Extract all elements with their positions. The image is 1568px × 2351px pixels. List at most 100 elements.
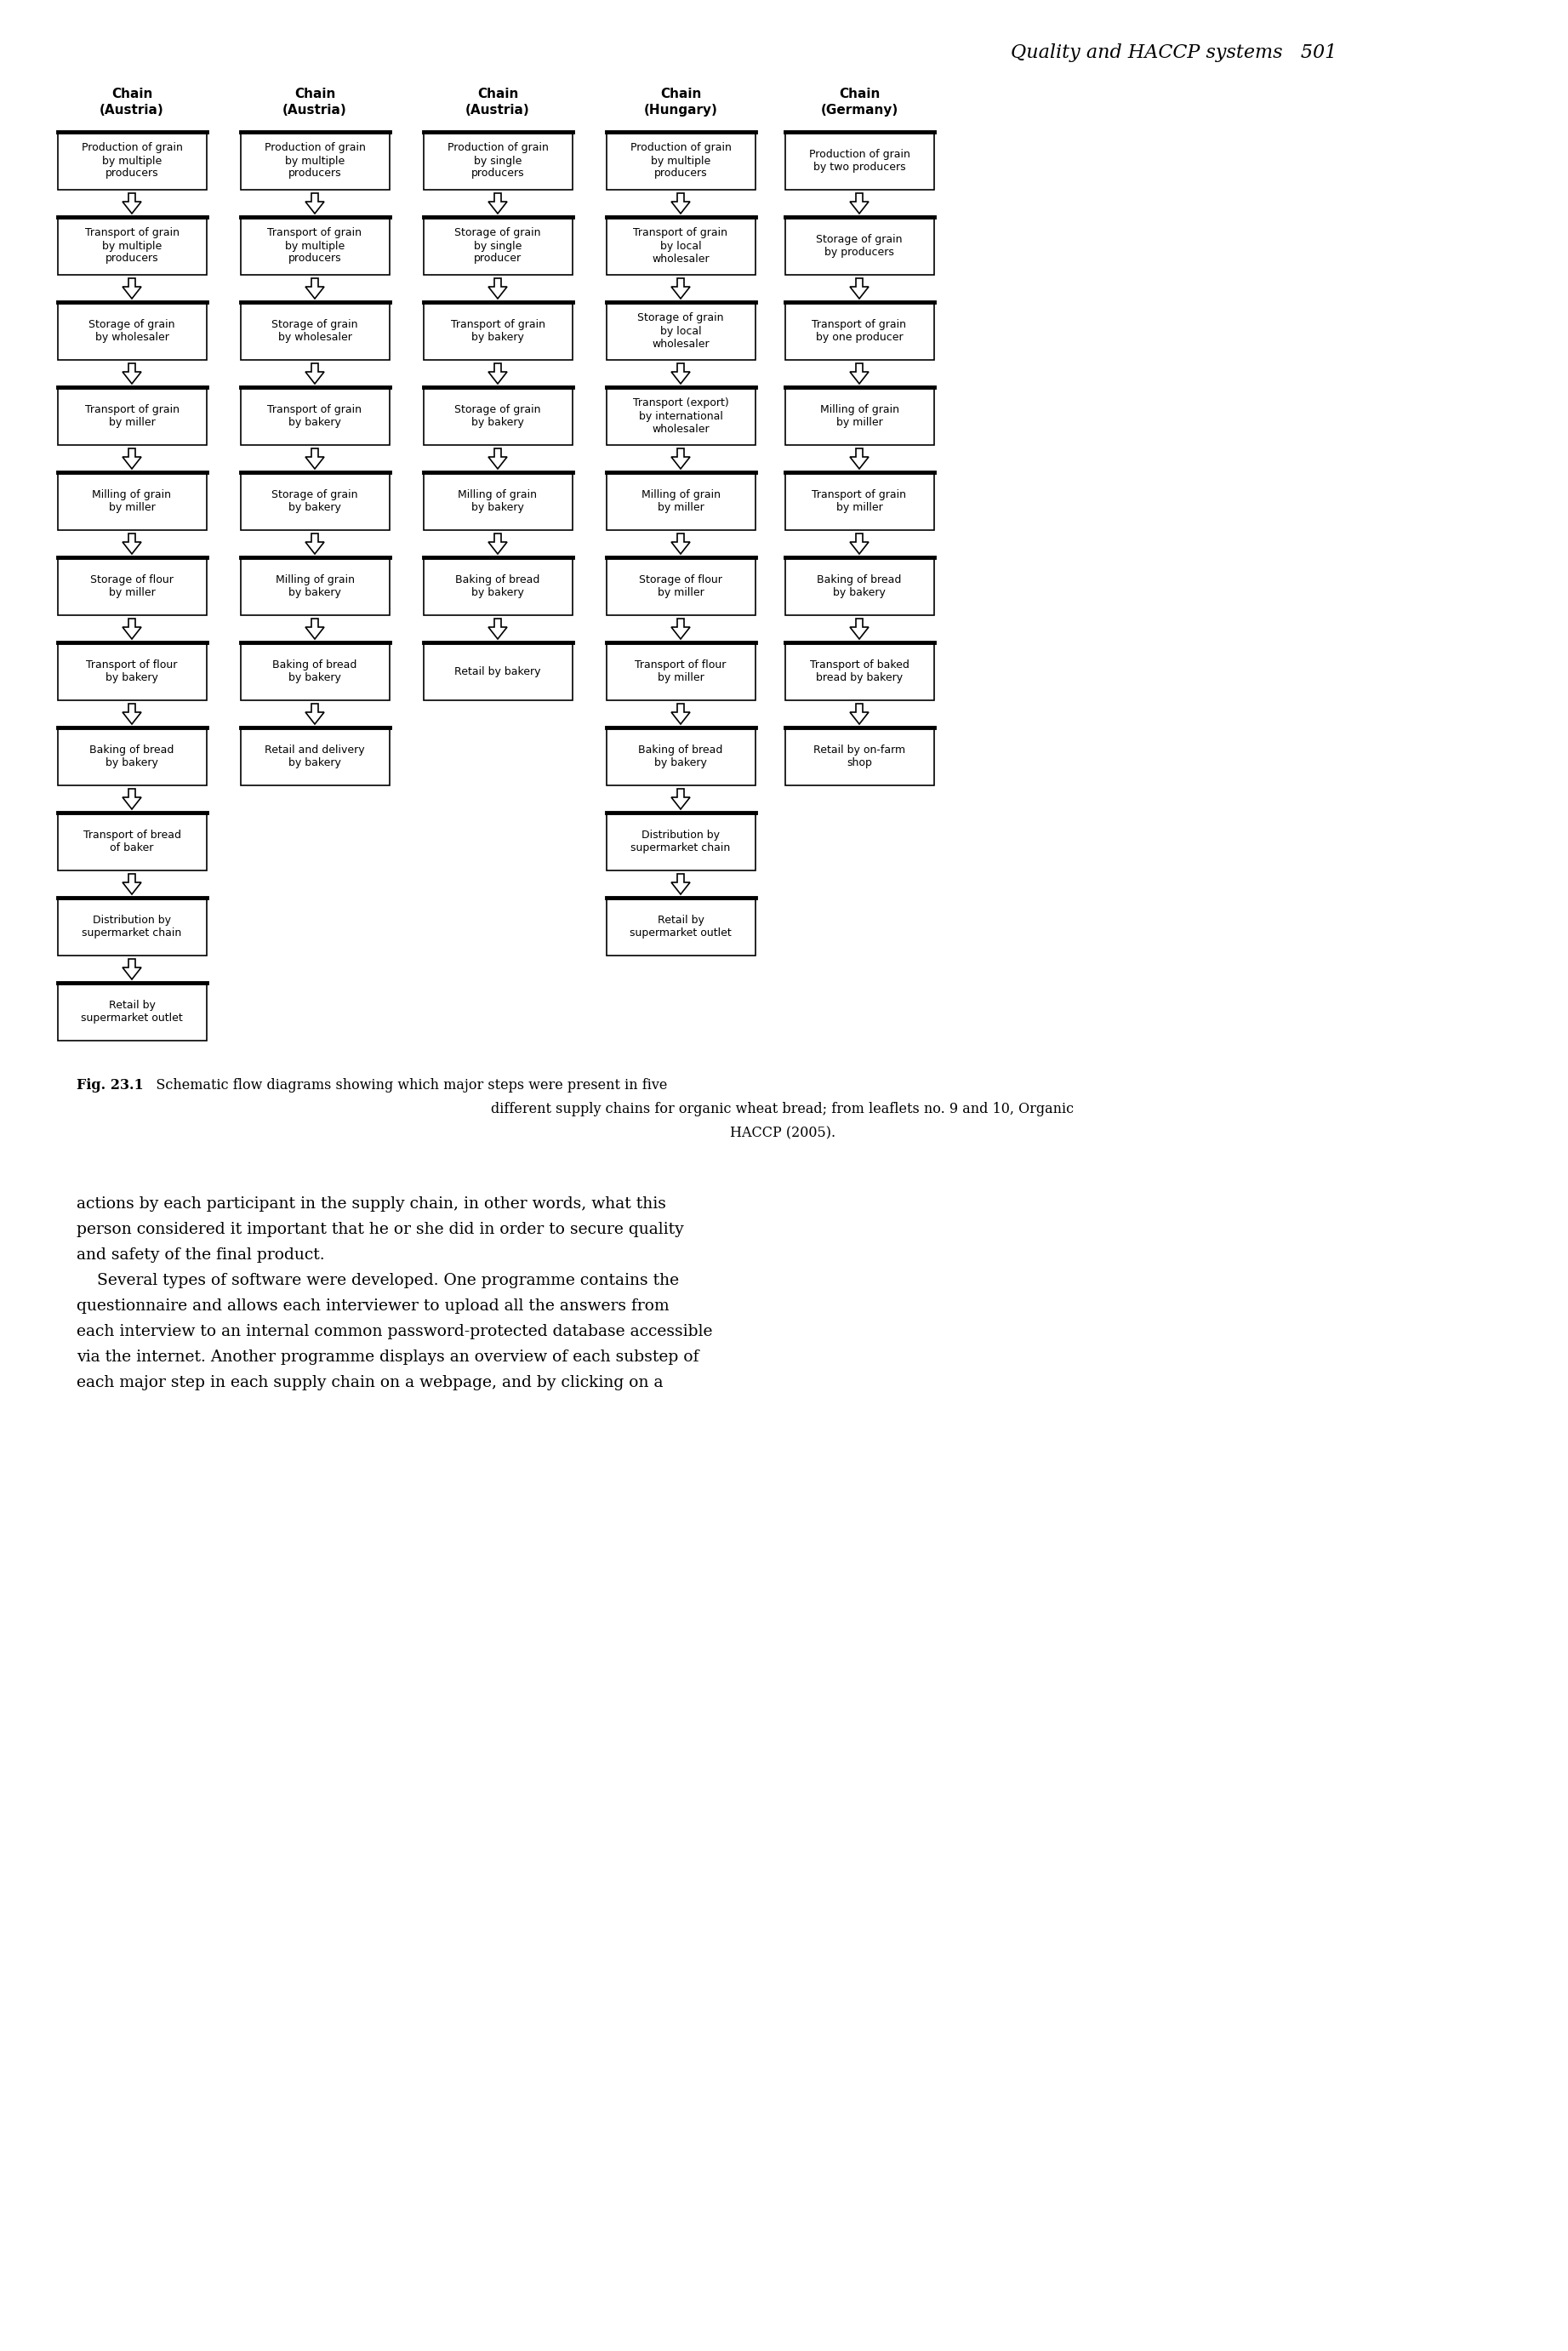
Text: Production of grain
by two producers: Production of grain by two producers (809, 148, 909, 172)
Polygon shape (122, 364, 141, 383)
Polygon shape (671, 364, 690, 383)
Polygon shape (488, 277, 506, 299)
Text: Chain
(Austria): Chain (Austria) (100, 87, 165, 118)
Polygon shape (122, 277, 141, 299)
Bar (607, 216, 756, 275)
Polygon shape (850, 364, 869, 383)
Text: Storage of flour
by miller: Storage of flour by miller (640, 574, 723, 597)
Polygon shape (850, 193, 869, 214)
Text: Chain
(Austria): Chain (Austria) (282, 87, 347, 118)
Bar (607, 726, 756, 785)
Polygon shape (488, 618, 506, 639)
Text: Retail by bakery: Retail by bakery (455, 665, 541, 677)
Bar (607, 557, 756, 616)
Polygon shape (306, 618, 325, 639)
Bar (786, 388, 935, 444)
Bar (58, 813, 207, 870)
Text: Transport (export)
by international
wholesaler: Transport (export) by international whol… (632, 397, 729, 435)
Polygon shape (122, 703, 141, 724)
Text: Milling of grain
by bakery: Milling of grain by bakery (276, 574, 354, 597)
Bar (786, 473, 935, 529)
Polygon shape (488, 193, 506, 214)
Bar (786, 132, 935, 190)
Text: Milling of grain
by bakery: Milling of grain by bakery (458, 489, 538, 513)
Text: and safety of the final product.: and safety of the final product. (77, 1248, 325, 1262)
Bar (423, 388, 572, 444)
Bar (423, 132, 572, 190)
Text: Retail by
supermarket outlet: Retail by supermarket outlet (82, 999, 183, 1023)
Bar (58, 557, 207, 616)
Polygon shape (122, 449, 141, 468)
Text: Transport of grain
by multiple
producers: Transport of grain by multiple producers (268, 228, 362, 263)
Text: Transport of grain
by one producer: Transport of grain by one producer (812, 320, 906, 343)
Bar (241, 473, 390, 529)
Bar (607, 898, 756, 955)
Text: person considered it important that he or she did in order to secure quality: person considered it important that he o… (77, 1223, 684, 1237)
Bar (241, 642, 390, 701)
Bar (786, 642, 935, 701)
Polygon shape (122, 875, 141, 893)
Text: Milling of grain
by miller: Milling of grain by miller (820, 404, 898, 428)
Text: Storage of grain
by wholesaler: Storage of grain by wholesaler (271, 320, 358, 343)
Text: Production of grain
by multiple
producers: Production of grain by multiple producer… (265, 143, 365, 179)
Polygon shape (306, 193, 325, 214)
Bar (423, 642, 572, 701)
Bar (58, 132, 207, 190)
Text: Production of grain
by multiple
producers: Production of grain by multiple producer… (630, 143, 731, 179)
Bar (241, 388, 390, 444)
Text: Storage of grain
by producers: Storage of grain by producers (815, 235, 903, 259)
Text: questionnaire and allows each interviewer to upload all the answers from: questionnaire and allows each interviewe… (77, 1298, 670, 1314)
Text: Transport of grain
by bakery: Transport of grain by bakery (450, 320, 546, 343)
Polygon shape (306, 277, 325, 299)
Polygon shape (306, 534, 325, 555)
Text: Quality and HACCP systems   501: Quality and HACCP systems 501 (1011, 42, 1338, 61)
Polygon shape (671, 875, 690, 893)
Text: Baking of bread
by bakery: Baking of bread by bakery (817, 574, 902, 597)
Text: Retail by on-farm
shop: Retail by on-farm shop (814, 745, 905, 769)
Polygon shape (671, 534, 690, 555)
Polygon shape (122, 959, 141, 980)
Polygon shape (488, 449, 506, 468)
Text: Transport of grain
by multiple
producers: Transport of grain by multiple producers (85, 228, 179, 263)
Polygon shape (671, 618, 690, 639)
Text: Baking of bread
by bakery: Baking of bread by bakery (455, 574, 539, 597)
Bar (786, 726, 935, 785)
Bar (423, 557, 572, 616)
Text: Production of grain
by multiple
producers: Production of grain by multiple producer… (82, 143, 182, 179)
Bar (607, 388, 756, 444)
Bar (241, 726, 390, 785)
Text: Distribution by
supermarket chain: Distribution by supermarket chain (630, 830, 731, 853)
Polygon shape (122, 790, 141, 809)
Text: actions by each participant in the supply chain, in other words, what this: actions by each participant in the suppl… (77, 1197, 666, 1211)
Polygon shape (850, 703, 869, 724)
Bar (423, 216, 572, 275)
Text: Storage of flour
by miller: Storage of flour by miller (91, 574, 174, 597)
Polygon shape (306, 449, 325, 468)
Bar (423, 473, 572, 529)
Polygon shape (122, 193, 141, 214)
Bar (423, 301, 572, 360)
Bar (241, 301, 390, 360)
Bar (241, 557, 390, 616)
Text: Production of grain
by single
producers: Production of grain by single producers (447, 143, 549, 179)
Polygon shape (850, 534, 869, 555)
Text: Chain
(Germany): Chain (Germany) (820, 87, 898, 118)
Text: Baking of bread
by bakery: Baking of bread by bakery (273, 658, 358, 684)
Text: Transport of grain
by local
wholesaler: Transport of grain by local wholesaler (633, 228, 728, 263)
Text: Transport of grain
by miller: Transport of grain by miller (812, 489, 906, 513)
Text: Baking of bread
by bakery: Baking of bread by bakery (638, 745, 723, 769)
Bar (786, 216, 935, 275)
Text: Fig. 23.1: Fig. 23.1 (77, 1079, 144, 1093)
Text: Schematic flow diagrams showing which major steps were present in five: Schematic flow diagrams showing which ma… (143, 1079, 668, 1093)
Polygon shape (671, 449, 690, 468)
Text: Transport of grain
by bakery: Transport of grain by bakery (268, 404, 362, 428)
Bar (58, 216, 207, 275)
Polygon shape (306, 703, 325, 724)
Text: Storage of grain
by bakery: Storage of grain by bakery (455, 404, 541, 428)
Text: each major step in each supply chain on a webpage, and by clicking on a: each major step in each supply chain on … (77, 1375, 663, 1389)
Text: Storage of grain
by local
wholesaler: Storage of grain by local wholesaler (638, 313, 724, 350)
Bar (58, 388, 207, 444)
Polygon shape (122, 534, 141, 555)
Text: each interview to an internal common password-protected database accessible: each interview to an internal common pas… (77, 1324, 712, 1340)
Bar (607, 642, 756, 701)
